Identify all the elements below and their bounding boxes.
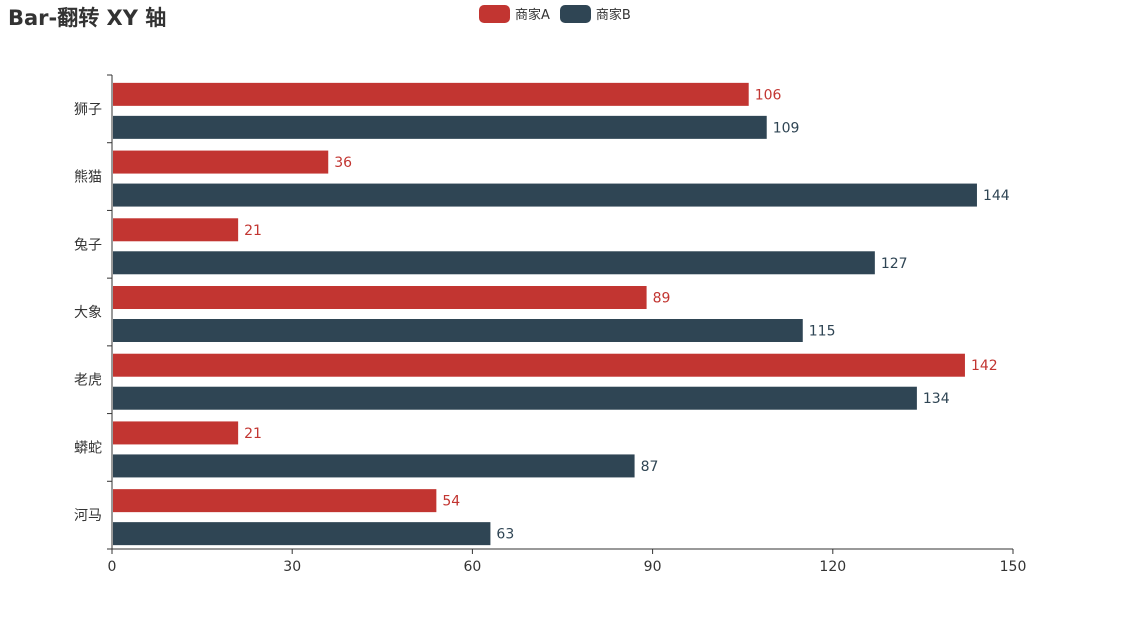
bar-series-b bbox=[113, 522, 491, 546]
bar-series-a bbox=[113, 489, 437, 513]
data-label-series-b: 144 bbox=[983, 188, 1010, 204]
data-label-series-b: 109 bbox=[773, 120, 800, 136]
x-tick-label: 90 bbox=[644, 559, 662, 575]
x-tick-label: 120 bbox=[819, 559, 846, 575]
legend-swatch-series-a bbox=[479, 4, 510, 23]
legend: 商家A 商家B bbox=[479, 4, 641, 23]
y-category-label: 河马 bbox=[74, 508, 102, 524]
data-label-series-b: 63 bbox=[496, 527, 514, 543]
data-label-series-b: 127 bbox=[881, 256, 908, 272]
data-label-series-b: 134 bbox=[923, 391, 950, 407]
data-label-series-a: 106 bbox=[755, 87, 782, 103]
bar-series-b bbox=[113, 454, 635, 478]
x-tick-label: 60 bbox=[463, 559, 481, 575]
legend-item-series-a[interactable]: 商家A bbox=[479, 4, 550, 23]
y-category-label: 狮子 bbox=[74, 102, 102, 118]
y-category-label: 兔子 bbox=[74, 237, 102, 253]
chart-title: Bar-翻转 XY 轴 bbox=[8, 6, 167, 30]
y-category-label: 老虎 bbox=[74, 373, 102, 389]
legend-swatch-series-b bbox=[559, 4, 591, 23]
bar-series-a bbox=[113, 218, 239, 242]
bar-series-a bbox=[113, 421, 239, 445]
data-label-series-a: 89 bbox=[653, 291, 671, 307]
data-label-series-a: 142 bbox=[971, 358, 998, 374]
bar-series-a bbox=[113, 286, 647, 309]
bar-series-a bbox=[113, 353, 965, 377]
data-label-series-b: 87 bbox=[641, 459, 659, 475]
data-label-series-b: 115 bbox=[809, 324, 836, 340]
bar-series-b bbox=[113, 115, 767, 139]
bar-series-b bbox=[113, 183, 977, 207]
bar-series-b bbox=[113, 319, 803, 342]
legend-label-series-b: 商家B bbox=[595, 8, 631, 23]
bar-series-b bbox=[113, 386, 917, 410]
x-tick-label: 150 bbox=[1000, 559, 1027, 575]
bar-series-a bbox=[113, 82, 749, 106]
y-category-label: 大象 bbox=[74, 305, 102, 321]
legend-item-series-b[interactable]: 商家B bbox=[559, 4, 631, 23]
bar-series-a bbox=[113, 150, 329, 174]
bar-series-b bbox=[113, 251, 875, 275]
data-label-series-a: 21 bbox=[244, 223, 262, 239]
x-tick-label: 30 bbox=[283, 559, 301, 575]
legend-label-series-a: 商家A bbox=[515, 8, 550, 23]
data-label-series-a: 54 bbox=[442, 494, 460, 510]
y-category-label: 蟒蛇 bbox=[74, 440, 102, 456]
data-label-series-a: 36 bbox=[334, 155, 352, 171]
x-tick-label: 0 bbox=[108, 559, 117, 575]
data-label-series-a: 21 bbox=[244, 426, 262, 442]
y-category-label: 熊猫 bbox=[74, 170, 102, 186]
